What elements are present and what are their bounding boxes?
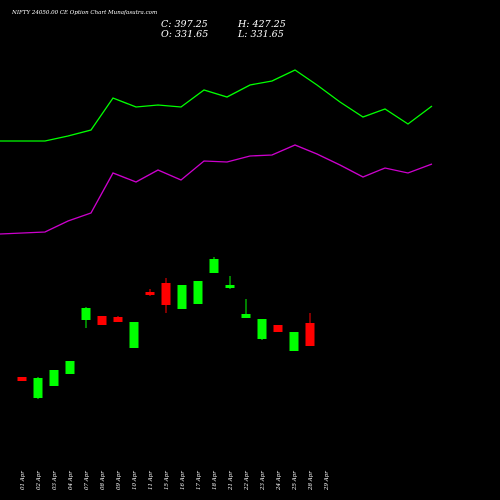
x-tick-label: 15 Apr [164,471,170,490]
close-value: C: 397.25 [161,19,208,30]
x-tick-label: 16 Apr [180,471,186,490]
candle-body [289,332,299,351]
candle-body [81,308,91,320]
x-tick-label: 03 Apr [52,471,58,490]
x-tick-label: 02 Apr [36,471,42,490]
candle-body [97,316,107,325]
candle-body [145,292,155,295]
candle-body [225,285,235,288]
x-tick-label: 18 Apr [212,471,218,490]
lower-band-line [0,144,433,235]
upper-band-line [0,69,433,142]
candle-body [273,325,283,332]
candle-body [257,319,267,339]
low-value: L: 331.65 [238,29,284,40]
x-tick-label: 04 Apr [68,471,74,490]
candle-body [129,322,139,348]
candle-body [305,323,315,346]
x-tick-label: 28 Apr [308,471,314,491]
x-tick-label: 21 Apr [228,471,234,491]
high-value: H: 427.25 [238,19,286,30]
candle-body [209,259,219,273]
x-tick-label: 01 Apr [20,471,26,490]
candle-body [113,317,123,322]
candle-body [49,370,59,386]
x-tick-label: 10 Apr [132,471,138,490]
x-tick-label: 29 Apr [324,471,330,491]
open-value: O: 331.65 [161,29,209,40]
x-tick-label: 23 Apr [260,471,266,491]
candle-body [177,285,187,309]
candle-body [17,377,27,381]
x-tick-label: 07 Apr [84,471,90,490]
chart-title: NIFTY 24050.00 CE Option Chart Munafasut… [12,10,158,16]
candle-body [161,283,171,305]
x-tick-label: 17 Apr [196,471,202,490]
x-tick-label: 25 Apr [292,471,298,491]
x-tick-label: 08 Apr [100,471,106,490]
x-tick-label: 11 Apr [148,471,154,490]
candle-body [33,378,43,398]
candle-body [241,314,251,318]
x-tick-label: 24 Apr [276,471,282,491]
x-tick-label: 22 Apr [244,471,250,491]
x-tick-label: 09 Apr [116,471,122,490]
candle-body [65,361,75,374]
candle-body [193,281,203,304]
